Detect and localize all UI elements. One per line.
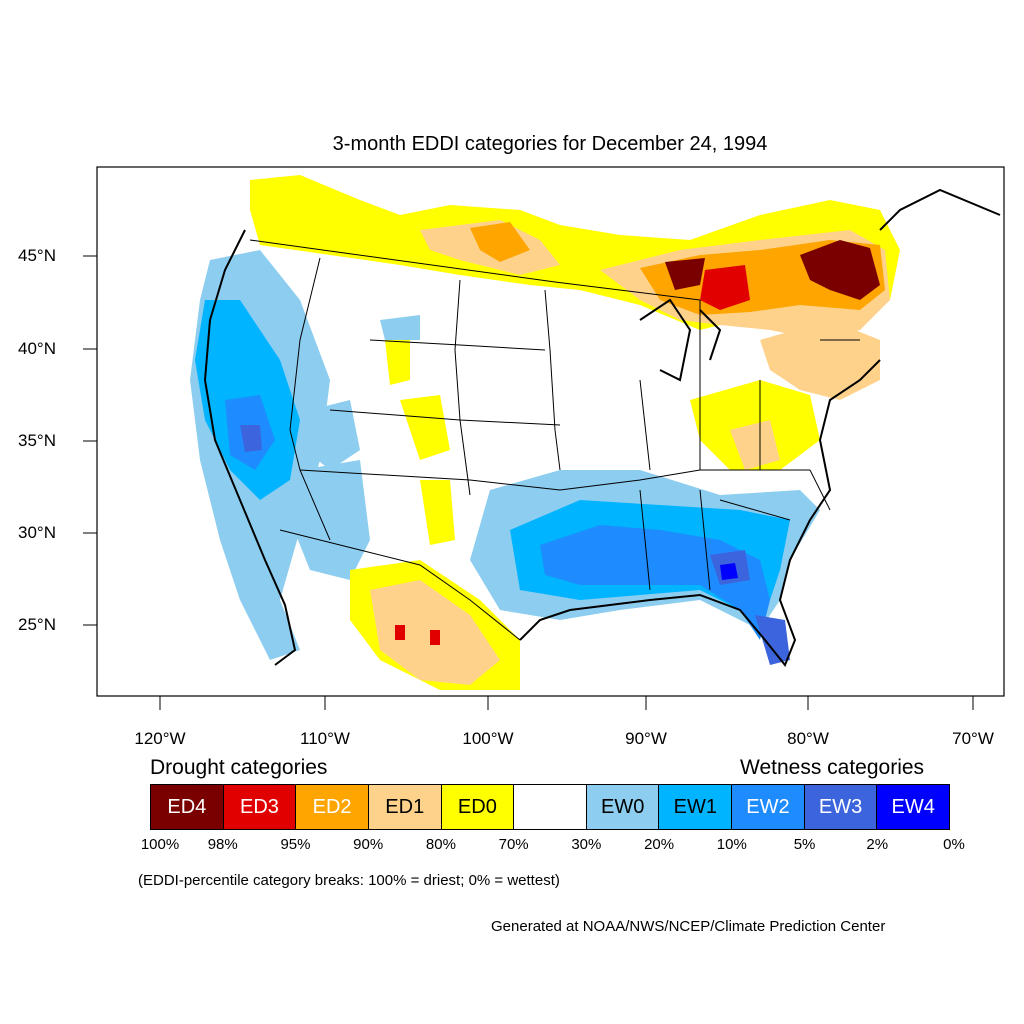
new-mexico-ed0-region xyxy=(400,395,450,460)
nevada-ew3-region xyxy=(240,425,262,452)
percentile-break-label: 80% xyxy=(425,836,456,853)
legend-cell-ed0: ED0 xyxy=(441,785,515,829)
kentucky-ed1-region xyxy=(730,420,780,470)
percentile-break-label: 30% xyxy=(571,836,602,853)
axis-ticks xyxy=(83,255,974,710)
x-tick-label: 120°W xyxy=(134,729,186,748)
state-boundaries xyxy=(249,239,860,641)
percentile-break-label: 0% xyxy=(943,836,965,853)
legend-cell-ew4: EW4 xyxy=(877,785,950,829)
florida-ew3-region xyxy=(755,615,790,665)
x-tick-label: 80°W xyxy=(787,729,829,748)
canada-ed2-region xyxy=(470,222,530,262)
utah-ew0-region xyxy=(305,400,360,470)
southern-ew2-region xyxy=(540,525,770,640)
legend-cell-ew3: EW3 xyxy=(804,785,878,829)
mexico-ed3-region-2 xyxy=(430,630,440,645)
wetness-categories-heading: Wetness categories xyxy=(740,756,925,779)
percentile-break-label: 5% xyxy=(793,836,816,853)
ontario-ed4-region xyxy=(665,258,705,290)
y-tick-label: 40°N xyxy=(18,339,56,358)
x-tick-label: 110°W xyxy=(300,729,350,748)
category-legend: ED4 ED3 ED2 ED1 ED0 EW0 EW1 EW2 EW3 EW4 xyxy=(150,784,950,830)
y-tick-label: 25°N xyxy=(18,615,56,634)
ontario-ed3-region xyxy=(700,265,750,310)
legend-cell-ed2: ED2 xyxy=(296,785,369,829)
map-layers xyxy=(97,167,1004,696)
x-tick-label: 70°W xyxy=(952,729,994,748)
quebec-ed4-region xyxy=(800,240,880,300)
y-tick-label: 45°N xyxy=(18,246,56,265)
legend-cell-ew0: EW0 xyxy=(586,785,660,829)
legend-cell-ew1: EW1 xyxy=(659,785,733,829)
x-tick-label: 100°W xyxy=(462,729,514,748)
legend-cell-ed1: ED1 xyxy=(368,785,442,829)
arizona-ew0-region xyxy=(290,460,370,580)
coastlines xyxy=(203,188,1001,667)
mexico-ed3-region xyxy=(395,625,405,640)
percentile-break-label: 70% xyxy=(498,836,529,853)
legend-cell-ed3: ED3 xyxy=(223,785,297,829)
legend-cell-ed4: ED4 xyxy=(151,785,224,829)
percentile-break-label: 100% xyxy=(140,836,180,853)
percentile-break-label: 95% xyxy=(280,836,311,853)
percentile-break-label: 98% xyxy=(207,836,238,853)
west-texas-ed0-region xyxy=(420,480,455,545)
category-breaks-note: (EDDI-percentile category breaks: 100% =… xyxy=(138,872,560,889)
y-tick-label: 30°N xyxy=(18,523,56,542)
percentile-break-label: 2% xyxy=(866,836,889,853)
x-tick-label: 90°W xyxy=(625,729,667,748)
percentile-break-label: 20% xyxy=(644,836,675,853)
wyoming-ew0-region xyxy=(380,315,420,340)
map-title: 3-month EDDI categories for December 24,… xyxy=(332,133,768,155)
credit-line: Generated at NOAA/NWS/NCEP/Climate Predi… xyxy=(491,918,886,935)
percentile-break-label: 90% xyxy=(353,836,384,853)
drought-categories-heading: Drought categories xyxy=(150,756,328,779)
legend-cell-ew2: EW2 xyxy=(732,785,805,829)
y-tick-label: 35°N xyxy=(18,431,56,450)
percentile-break-label: 10% xyxy=(716,836,747,853)
colorado-ed0-region xyxy=(385,340,410,385)
map-frame xyxy=(96,166,1005,697)
florida-ew4-region xyxy=(720,563,738,580)
legend-cell-neutral xyxy=(514,785,587,829)
